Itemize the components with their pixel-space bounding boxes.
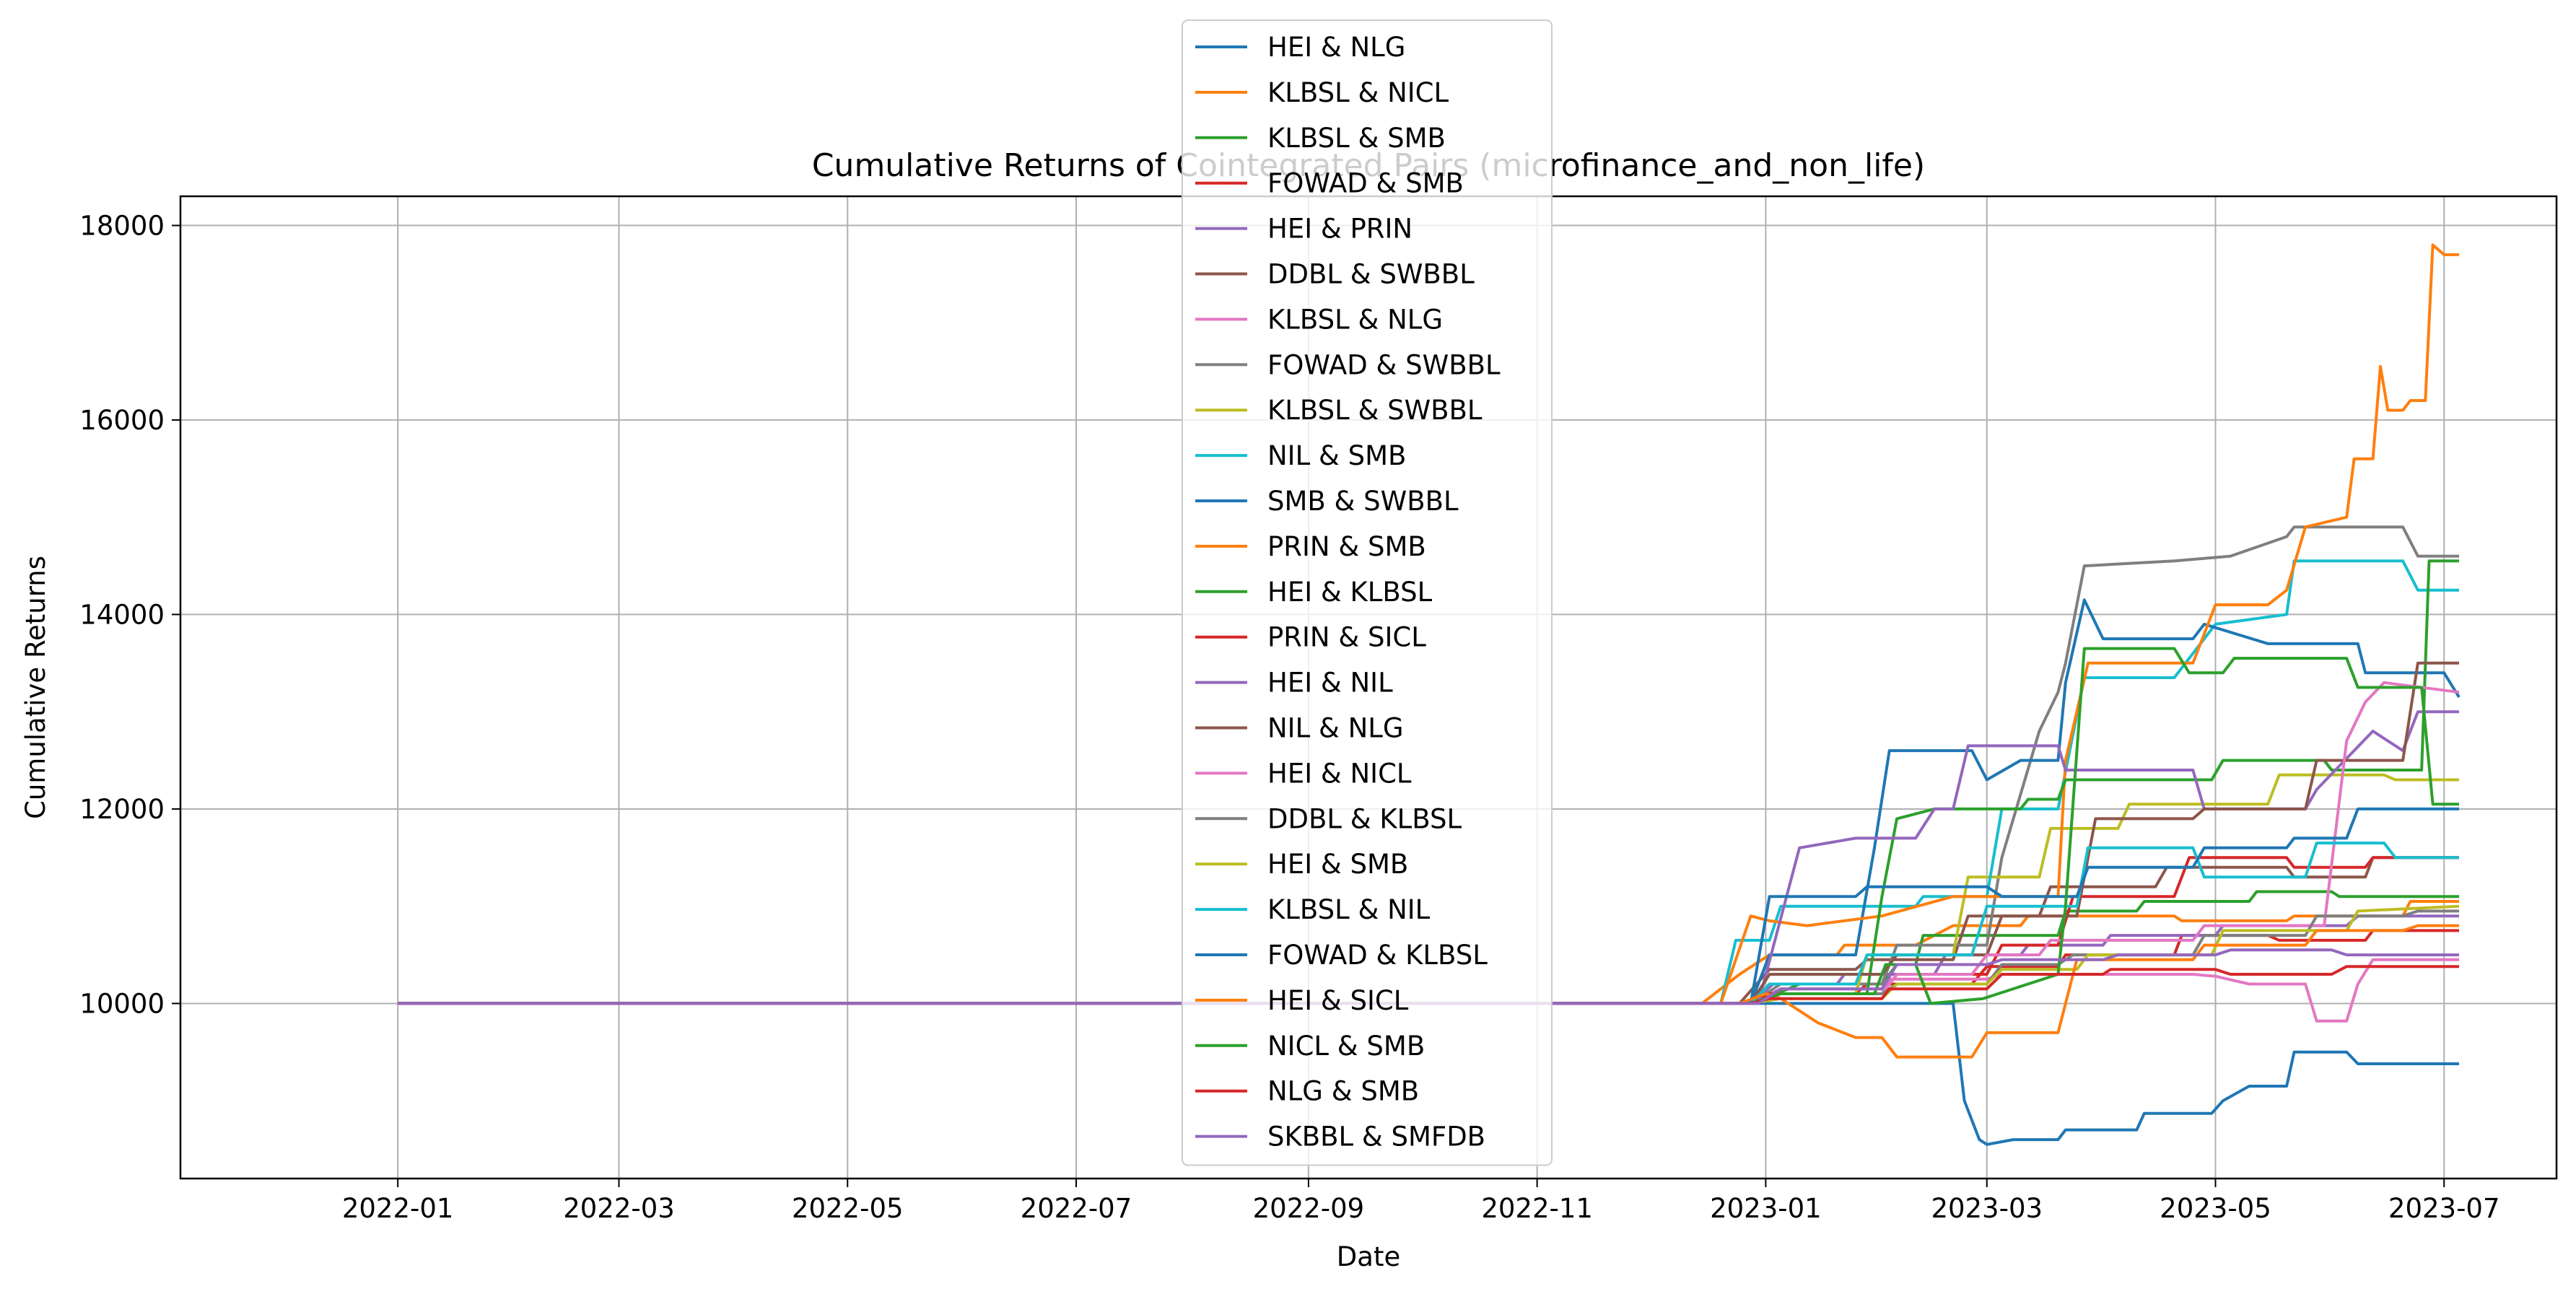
x-tick-label: 2023-01: [1710, 1193, 1822, 1224]
series-line-nil-smb: [398, 559, 2459, 1005]
legend-entry: SMB & SWBBL: [1267, 486, 1459, 517]
series-line-fowad-klbsl: [398, 807, 2459, 1005]
x-tick-label: 2022-03: [563, 1193, 675, 1224]
y-tick-label: 18000: [79, 210, 165, 241]
legend-entry: SKBBL & SMFDB: [1267, 1122, 1485, 1153]
x-tick-label: 2023-07: [2388, 1193, 2500, 1224]
legend-entry: PRIN & SMB: [1267, 531, 1426, 562]
legend-entry: KLBSL & NICL: [1267, 77, 1449, 108]
series-line-hei-nlg: [398, 1002, 2459, 1146]
legend-entry: PRIN & SICL: [1267, 622, 1426, 653]
y-tick-label: 16000: [79, 405, 165, 436]
series-line-smb-swbbl: [398, 598, 2461, 1005]
legend-entry: NLG & SMB: [1267, 1076, 1419, 1107]
series-line-nil-nlg: [398, 661, 2459, 1005]
series-line-hei-nil: [398, 710, 2459, 1005]
series-line-nlg-smb: [398, 965, 2459, 1005]
x-tick-label: 2023-03: [1931, 1193, 2043, 1224]
legend-entry: NIL & NLG: [1267, 713, 1404, 744]
legend-box: [1182, 19, 1553, 1166]
x-tick-label: 2022-05: [792, 1193, 904, 1224]
legend-entry: FOWAD & SWBBL: [1267, 349, 1501, 380]
legend: HEI & NLG KLBSL & NICL KLBSL & SMB FOWAD & …: [1182, 19, 1553, 1166]
axis-ticks: 2022-01 2022-03 2022-05 2022-07 2022-09 2022-…: [79, 210, 2499, 1224]
series-line-klbsl-nil: [398, 841, 2459, 1005]
legend-entry: HEI & NLG: [1267, 32, 1405, 63]
series-line-klbsl-nicl: [398, 900, 2459, 1005]
legend-entry: DDBL & KLBSL: [1267, 803, 1462, 834]
legend-entry: HEI & SICL: [1267, 985, 1409, 1016]
x-tick-label: 2023-05: [2160, 1193, 2271, 1224]
legend-entry: KLBSL & NIL: [1267, 894, 1431, 925]
legend-entry: NICL & SMB: [1267, 1031, 1425, 1062]
legend-entry: HEI & NIL: [1267, 668, 1393, 699]
legend-entry: FOWAD & KLBSL: [1267, 940, 1488, 971]
x-tick-label: 2022-11: [1481, 1193, 1593, 1224]
legend-entry: KLBSL & SMB: [1267, 123, 1446, 154]
x-tick-label: 2022-07: [1021, 1193, 1132, 1224]
legend-entry: HEI & NICL: [1267, 758, 1412, 789]
y-axis-label: Cumulative Returns: [20, 556, 51, 819]
legend-entry: HEI & SMB: [1267, 849, 1408, 880]
legend-entry: NIL & SMB: [1267, 440, 1406, 471]
y-tick-label: 14000: [79, 599, 165, 630]
legend-entry: KLBSL & SWBBL: [1267, 395, 1483, 426]
x-tick-label: 2022-01: [342, 1193, 454, 1224]
y-tick-label: 12000: [79, 794, 165, 825]
series-line-skbbl-smfdb: [398, 948, 2459, 1005]
series-line-prin-smb: [398, 243, 2459, 1005]
series-lines: [398, 243, 2461, 1146]
series-line-fowad-swbbl: [398, 525, 2459, 1005]
legend-entry: HEI & PRIN: [1267, 214, 1413, 245]
legend-entry: FOWAD & SMB: [1267, 168, 1464, 199]
y-tick-label: 10000: [79, 988, 165, 1019]
x-tick-label: 2022-09: [1253, 1193, 1365, 1224]
legend-entry: HEI & KLBSL: [1267, 577, 1433, 608]
legend-entry: DDBL & SWBBL: [1267, 259, 1475, 290]
x-axis-label: Date: [1337, 1241, 1400, 1272]
legend-entry: KLBSL & NLG: [1267, 304, 1443, 335]
